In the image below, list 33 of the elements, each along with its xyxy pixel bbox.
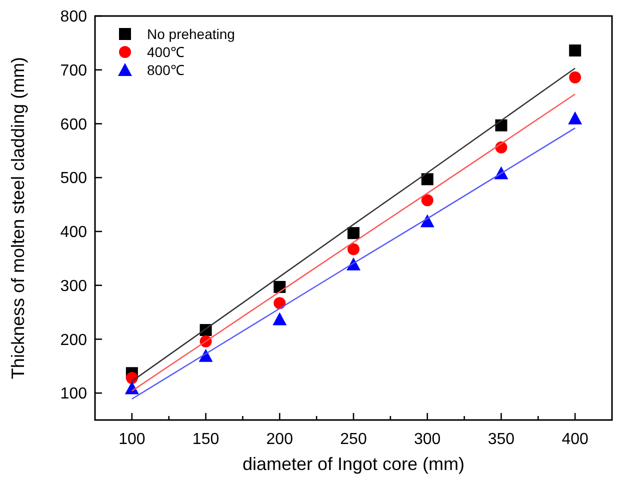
legend-label: No preheating	[147, 26, 235, 42]
y-tick-label: 600	[60, 116, 88, 134]
x-tick-label: 300	[414, 431, 441, 448]
point	[421, 173, 434, 186]
x-tick-label: 150	[192, 431, 220, 448]
point	[348, 227, 360, 240]
point	[421, 194, 434, 206]
point	[348, 243, 360, 256]
y-tick-label: 400	[60, 224, 88, 242]
point	[569, 44, 582, 56]
x-tick-label: 100	[118, 431, 146, 448]
x-axis-title: diameter of Ingot core (mm)	[242, 454, 465, 474]
x-tick-label: 350	[488, 431, 515, 448]
x-tick-label: 250	[340, 431, 367, 448]
y-tick-label: 300	[60, 278, 88, 295]
point	[569, 71, 582, 84]
y-tick-label: 100	[60, 386, 88, 403]
y-tick-label: 700	[60, 62, 88, 80]
y-axis-title: Thickness of molten steel cladding (mm)	[8, 56, 28, 380]
y-tick-label: 200	[60, 332, 88, 349]
point	[495, 119, 508, 132]
y-tick-label: 800	[60, 8, 88, 26]
y-tick-label: 500	[60, 170, 88, 188]
point	[568, 111, 582, 124]
legend-label: 400℃	[147, 44, 184, 60]
legend-label: 800℃	[147, 62, 184, 78]
point	[124, 381, 139, 394]
point	[274, 280, 286, 293]
x-tick-label: 400	[562, 431, 589, 448]
point	[198, 348, 213, 362]
point	[274, 297, 286, 310]
point	[272, 312, 287, 326]
x-tick-label: 200	[266, 431, 294, 448]
